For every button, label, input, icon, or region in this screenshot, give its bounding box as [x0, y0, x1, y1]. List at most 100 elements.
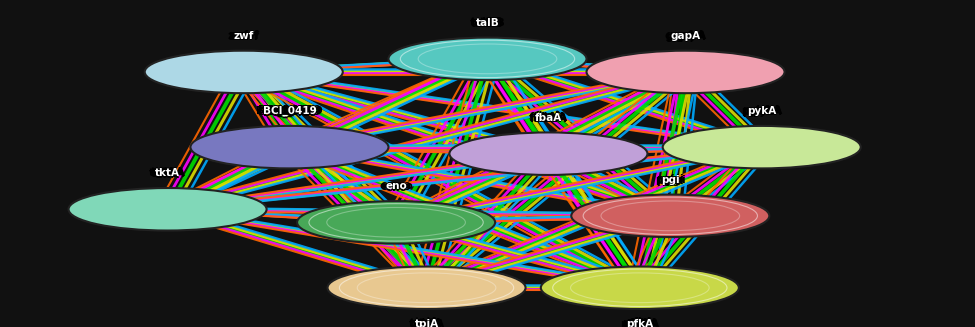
- Text: gapA: gapA: [671, 32, 701, 42]
- Text: pfkA: pfkA: [626, 318, 653, 327]
- Text: tpiA: tpiA: [420, 319, 445, 327]
- Text: pgi: pgi: [661, 175, 680, 185]
- Text: eno: eno: [385, 180, 407, 190]
- Text: pykA: pykA: [741, 106, 770, 116]
- Text: pgi: pgi: [656, 176, 675, 186]
- Text: gapA: gapA: [675, 32, 705, 42]
- Text: pykA: pykA: [747, 108, 776, 117]
- Text: eno: eno: [380, 181, 403, 190]
- Text: fbaA: fbaA: [535, 112, 562, 121]
- Text: fbaA: fbaA: [528, 113, 556, 123]
- Text: gapA: gapA: [677, 31, 707, 41]
- Text: tktA: tktA: [150, 167, 176, 177]
- Text: BCI_0419: BCI_0419: [258, 107, 312, 117]
- Text: talB: talB: [476, 19, 499, 29]
- Circle shape: [663, 126, 861, 168]
- Text: pykA: pykA: [747, 106, 776, 116]
- Text: pfkA: pfkA: [631, 318, 658, 327]
- Text: talB: talB: [471, 19, 494, 29]
- Text: fbaA: fbaA: [541, 113, 568, 123]
- Text: pfkA: pfkA: [622, 318, 648, 327]
- Text: pykA: pykA: [743, 105, 772, 115]
- Text: tpiA: tpiA: [410, 318, 434, 327]
- Text: talB: talB: [482, 18, 505, 28]
- Text: talB: talB: [476, 17, 499, 26]
- Text: BCI_0419: BCI_0419: [267, 107, 321, 117]
- Text: tpiA: tpiA: [414, 320, 439, 327]
- Text: tpiA: tpiA: [419, 318, 444, 327]
- Text: eno: eno: [390, 182, 411, 192]
- Text: pykA: pykA: [754, 106, 783, 116]
- Text: gapA: gapA: [671, 30, 701, 40]
- Text: pfkA: pfkA: [633, 319, 659, 327]
- Text: eno: eno: [385, 183, 407, 193]
- Text: tktA: tktA: [150, 169, 176, 179]
- Text: tktA: tktA: [149, 168, 174, 178]
- Text: pfkA: pfkA: [622, 320, 648, 327]
- Text: BCI_0419: BCI_0419: [262, 105, 316, 115]
- Circle shape: [328, 267, 526, 309]
- Text: fbaA: fbaA: [535, 113, 562, 123]
- Text: fbaA: fbaA: [530, 114, 558, 124]
- Text: tktA: tktA: [160, 167, 184, 177]
- Text: fbaA: fbaA: [539, 114, 566, 124]
- Text: zwf: zwf: [229, 30, 250, 40]
- Text: pfkA: pfkA: [620, 319, 647, 327]
- Text: tktA: tktA: [161, 168, 186, 178]
- Circle shape: [587, 51, 785, 93]
- Circle shape: [144, 51, 343, 93]
- Text: BCI_0419: BCI_0419: [262, 106, 316, 116]
- Text: pgi: pgi: [661, 174, 680, 183]
- Text: fbaA: fbaA: [539, 112, 566, 122]
- Circle shape: [541, 267, 739, 309]
- Text: pykA: pykA: [752, 105, 781, 115]
- Text: tpiA: tpiA: [410, 320, 434, 327]
- Text: talB: talB: [470, 18, 493, 28]
- Text: pykA: pykA: [747, 105, 776, 115]
- Text: talB: talB: [481, 17, 504, 27]
- Text: pykA: pykA: [752, 107, 781, 117]
- Text: gapA: gapA: [666, 32, 696, 42]
- Text: pgi: pgi: [666, 176, 684, 186]
- Text: eno: eno: [385, 181, 407, 191]
- Text: BCI_0419: BCI_0419: [269, 106, 323, 116]
- Text: gapA: gapA: [666, 30, 696, 40]
- Text: pykA: pykA: [743, 107, 772, 117]
- Text: tpiA: tpiA: [419, 320, 444, 327]
- Text: zwf: zwf: [240, 31, 260, 41]
- Circle shape: [68, 188, 266, 231]
- Circle shape: [571, 195, 769, 237]
- Circle shape: [297, 201, 495, 244]
- Text: talB: talB: [476, 18, 499, 28]
- Text: tktA: tktA: [155, 168, 180, 178]
- Text: zwf: zwf: [234, 31, 254, 41]
- Text: pfkA: pfkA: [626, 319, 653, 327]
- Text: zwf: zwf: [227, 31, 248, 41]
- Text: eno: eno: [390, 181, 411, 190]
- Text: tpiA: tpiA: [414, 319, 439, 327]
- Circle shape: [190, 126, 388, 168]
- Text: tpiA: tpiA: [409, 319, 433, 327]
- Text: zwf: zwf: [238, 30, 258, 40]
- Text: eno: eno: [380, 182, 403, 192]
- Text: tktA: tktA: [155, 170, 180, 180]
- Text: tpiA: tpiA: [414, 318, 439, 327]
- Text: tktA: tktA: [160, 169, 184, 179]
- Text: eno: eno: [379, 181, 401, 191]
- Text: BCI_0419: BCI_0419: [256, 106, 310, 116]
- Text: pgi: pgi: [661, 176, 680, 186]
- Text: gapA: gapA: [664, 31, 694, 41]
- Text: pgi: pgi: [667, 175, 685, 185]
- Text: zwf: zwf: [238, 32, 258, 42]
- Text: pfkA: pfkA: [626, 320, 653, 327]
- Text: tktA: tktA: [155, 167, 180, 177]
- Text: fbaA: fbaA: [535, 114, 562, 124]
- Text: pgi: pgi: [655, 175, 674, 185]
- Text: talB: talB: [481, 19, 504, 29]
- Text: zwf: zwf: [229, 32, 250, 42]
- Text: gapA: gapA: [675, 30, 705, 40]
- Text: BCI_0419: BCI_0419: [258, 105, 312, 115]
- Text: BCI_0419: BCI_0419: [262, 107, 316, 118]
- Text: eno: eno: [391, 181, 413, 191]
- Text: BCI_0419: BCI_0419: [267, 105, 321, 115]
